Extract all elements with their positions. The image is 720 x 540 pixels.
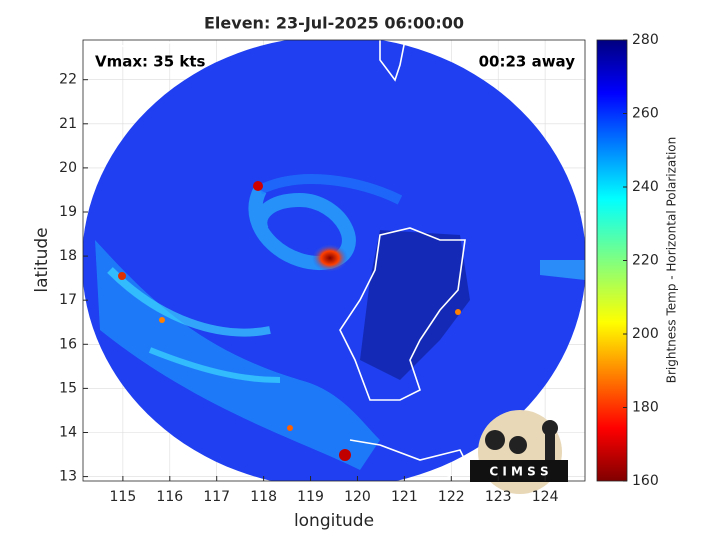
colorbar-tick-label: 240 [632, 179, 659, 195]
x-tick-label: 118 [250, 489, 277, 505]
y-tick-label: 19 [59, 204, 77, 220]
colorbar-tick-label: 260 [632, 106, 659, 122]
x-tick-label: 120 [344, 489, 371, 505]
colorbar-tick-label: 280 [632, 32, 659, 48]
y-tick-label: 18 [59, 248, 77, 264]
x-axis-label: longitude [294, 511, 374, 531]
y-tick-label: 22 [59, 72, 77, 88]
y-tick-label: 14 [59, 424, 77, 440]
vmax-annotation: Vmax: 35 kts [95, 53, 205, 71]
chart-title: Eleven: 23-Jul-2025 06:00:00 [204, 14, 464, 33]
x-tick-label: 122 [438, 489, 465, 505]
y-tick-label: 17 [59, 292, 77, 308]
y-axis-label: latitude [32, 227, 52, 292]
time-annotation: 00:23 away [479, 53, 576, 71]
y-tick-label: 13 [59, 469, 77, 485]
colorbar [596, 39, 628, 482]
satellite-image [83, 40, 585, 481]
colorbar-tick-label: 200 [632, 326, 659, 342]
x-tick-label: 117 [203, 489, 230, 505]
y-tick-label: 15 [59, 380, 77, 396]
x-tick-label: 116 [156, 489, 183, 505]
x-tick-label: 124 [532, 489, 559, 505]
y-tick-label: 20 [59, 160, 77, 176]
logo: C I M S S [470, 410, 568, 494]
x-tick-label: 115 [110, 489, 137, 505]
y-tick-label: 21 [59, 116, 77, 132]
plot-frame [82, 39, 586, 482]
x-tick-label: 121 [391, 489, 418, 505]
colorbar-label: Brightness Temp - Horizontal Polarizatio… [665, 137, 679, 384]
y-tick-label: 16 [59, 336, 77, 352]
colorbar-tick-label: 160 [632, 473, 659, 489]
x-tick-label: 123 [485, 489, 512, 505]
x-tick-label: 119 [297, 489, 324, 505]
logo-text: C I M S S [489, 465, 548, 479]
colorbar-tick-label: 180 [632, 400, 659, 416]
colorbar-tick-label: 220 [632, 253, 659, 269]
